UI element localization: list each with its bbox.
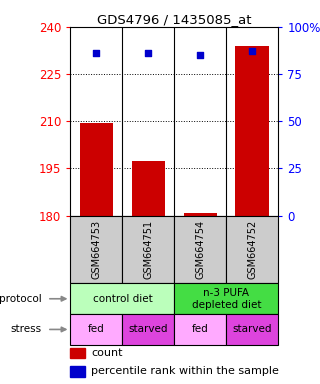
- Point: [94, 50, 99, 56]
- Text: percentile rank within the sample: percentile rank within the sample: [91, 366, 279, 376]
- Text: count: count: [91, 348, 123, 358]
- Point: [250, 48, 255, 55]
- Bar: [183, 213, 217, 215]
- Bar: [70, 348, 85, 358]
- Point: [146, 50, 151, 56]
- FancyBboxPatch shape: [70, 314, 123, 345]
- FancyBboxPatch shape: [123, 215, 174, 283]
- Bar: [70, 366, 85, 377]
- Text: starved: starved: [129, 324, 168, 334]
- Text: GSM664752: GSM664752: [247, 220, 257, 279]
- Text: control diet: control diet: [92, 294, 152, 304]
- Title: GDS4796 / 1435085_at: GDS4796 / 1435085_at: [97, 13, 252, 26]
- Bar: [132, 161, 165, 215]
- Text: fed: fed: [88, 324, 105, 334]
- Text: GSM664751: GSM664751: [143, 220, 153, 279]
- Text: n-3 PUFA
depleted diet: n-3 PUFA depleted diet: [192, 288, 261, 310]
- Text: protocol: protocol: [0, 294, 42, 304]
- FancyBboxPatch shape: [227, 215, 278, 283]
- FancyBboxPatch shape: [70, 215, 123, 283]
- Bar: [79, 123, 113, 215]
- Text: GSM664753: GSM664753: [92, 220, 101, 279]
- FancyBboxPatch shape: [70, 283, 174, 314]
- Text: starved: starved: [233, 324, 272, 334]
- Text: fed: fed: [192, 324, 209, 334]
- FancyBboxPatch shape: [123, 314, 174, 345]
- FancyBboxPatch shape: [227, 314, 278, 345]
- FancyBboxPatch shape: [174, 283, 278, 314]
- Text: stress: stress: [11, 324, 42, 334]
- FancyBboxPatch shape: [174, 215, 227, 283]
- Point: [198, 52, 203, 58]
- Bar: [236, 46, 269, 215]
- Text: GSM664754: GSM664754: [196, 220, 205, 279]
- FancyBboxPatch shape: [174, 314, 227, 345]
